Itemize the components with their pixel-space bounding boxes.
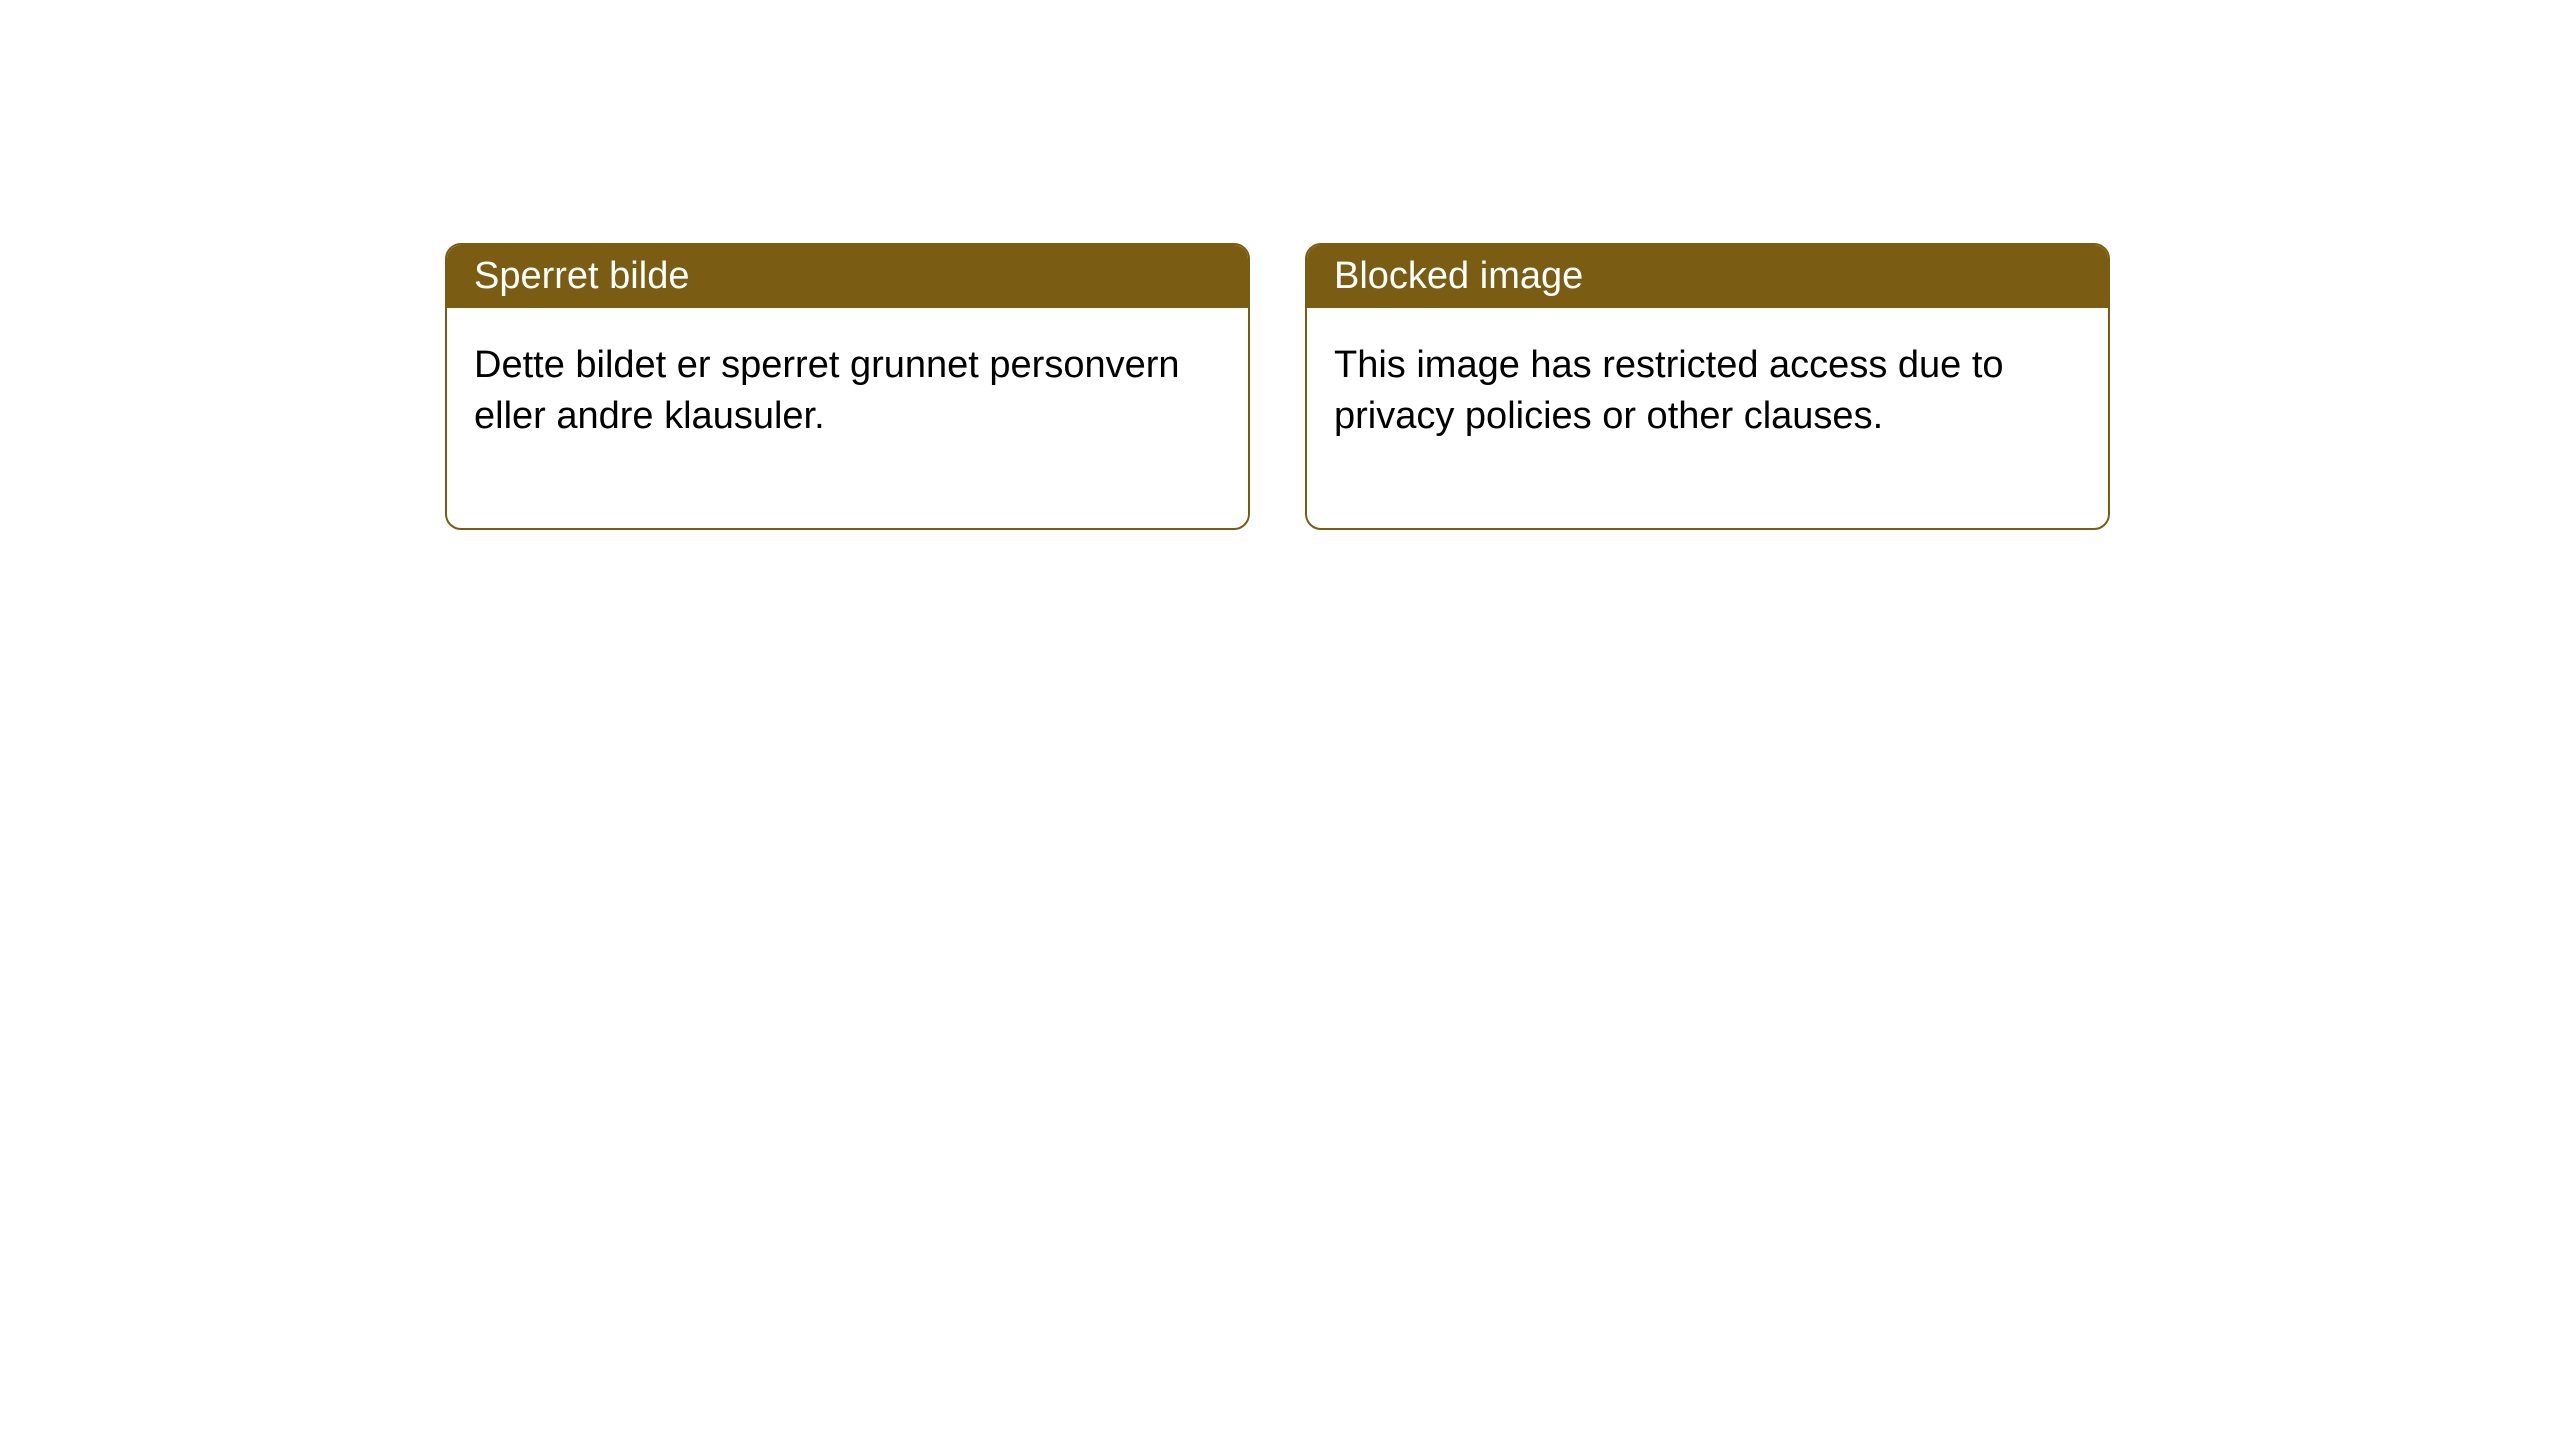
notice-body: This image has restricted access due to …: [1307, 308, 2108, 528]
notice-card-norwegian: Sperret bilde Dette bildet er sperret gr…: [445, 243, 1250, 530]
notice-header: Blocked image: [1307, 245, 2108, 308]
notice-body: Dette bildet er sperret grunnet personve…: [447, 308, 1248, 528]
notice-container: Sperret bilde Dette bildet er sperret gr…: [0, 0, 2560, 530]
notice-card-english: Blocked image This image has restricted …: [1305, 243, 2110, 530]
notice-header: Sperret bilde: [447, 245, 1248, 308]
